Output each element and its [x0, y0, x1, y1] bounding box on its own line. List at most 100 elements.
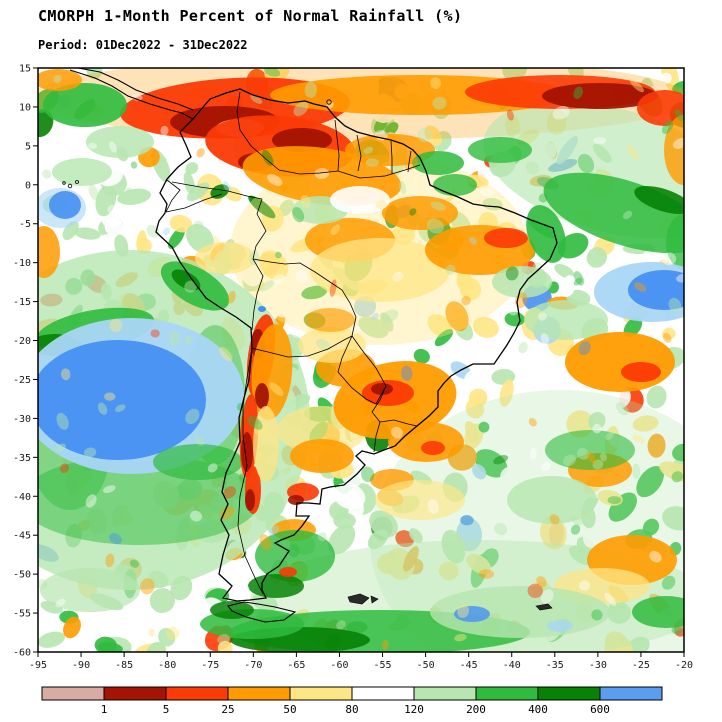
lon-tick-label: -90	[72, 660, 90, 671]
chart-period-label: Period: 01Dec2022 - 31Dec2022	[38, 38, 248, 52]
noise-speck	[413, 348, 430, 364]
rainfall-region	[245, 489, 255, 511]
noise-speck	[479, 187, 495, 197]
noise-speck	[460, 515, 474, 526]
trinidad-island	[326, 99, 332, 105]
rainfall-raster	[38, 68, 684, 652]
noise-speck	[597, 489, 623, 506]
noise-speck	[207, 463, 218, 473]
rainfall-region	[412, 151, 464, 175]
noise-speck	[493, 455, 509, 465]
country-border	[236, 91, 280, 171]
noise-speck	[317, 532, 327, 542]
rainfall-region	[375, 480, 465, 520]
noise-speck	[469, 237, 477, 245]
noise-speck	[466, 553, 491, 575]
noise-speck	[237, 582, 250, 592]
legend-colorbar: 1 5 25 50 80 120 200 400 600	[41, 686, 663, 716]
noise-speck	[591, 609, 603, 621]
noise-speck	[194, 436, 205, 446]
noise-speck	[573, 271, 585, 286]
noise-speck	[185, 408, 200, 425]
noise-speck	[441, 529, 466, 564]
legend-swatch	[351, 686, 415, 701]
lat-tick-label: -10	[13, 258, 31, 269]
noise-speck	[671, 471, 683, 483]
noise-speck	[247, 416, 263, 430]
noise-speck	[219, 346, 233, 362]
legend-boundary-label: 5	[163, 703, 170, 716]
lat-tick-label: -35	[13, 453, 31, 464]
noise-speck	[662, 327, 676, 340]
noise-speck	[217, 634, 230, 645]
noise-speck	[268, 525, 280, 536]
noise-speck	[434, 329, 454, 347]
lon-tick-label: -55	[374, 660, 392, 671]
noise-speck	[461, 295, 471, 306]
legend-swatch	[413, 686, 477, 701]
noise-speck	[459, 278, 482, 301]
lon-tick-label: -20	[675, 660, 693, 671]
noise-speck	[248, 195, 276, 219]
noise-speck	[661, 252, 677, 266]
noise-speck	[502, 68, 527, 82]
noise-speck	[426, 218, 444, 234]
galapagos-island	[75, 180, 79, 184]
noise-speck	[438, 561, 459, 581]
noise-speck	[272, 274, 285, 285]
noise-speck	[278, 199, 294, 217]
noise-speck	[104, 218, 125, 238]
noise-speck	[409, 528, 423, 544]
noise-speck	[333, 512, 356, 529]
noise-speck	[636, 466, 664, 498]
rainfall-region	[345, 134, 435, 166]
noise-speck	[263, 68, 281, 77]
noise-speck	[168, 329, 181, 347]
lat-tick-label: -60	[13, 648, 31, 659]
noise-speck	[538, 193, 548, 203]
noise-speck	[671, 625, 682, 635]
lat-tick-label: -50	[13, 570, 31, 581]
noise-speck	[509, 514, 521, 541]
noise-speck	[608, 599, 626, 617]
noise-speck	[494, 523, 508, 536]
lon-tick-label: -45	[460, 660, 478, 671]
noise-speck	[108, 141, 117, 153]
noise-speck	[259, 534, 272, 551]
rainfall-region	[38, 69, 82, 91]
noise-speck	[300, 194, 311, 208]
noise-speck	[363, 146, 374, 155]
noise-speck	[250, 94, 263, 104]
noise-speck	[634, 282, 647, 292]
noise-speck	[623, 317, 643, 338]
noise-speck	[672, 80, 684, 94]
noise-speck	[573, 86, 583, 99]
noise-speck	[605, 431, 614, 441]
noise-speck	[109, 533, 122, 545]
noise-speck	[605, 631, 629, 652]
legend-swatch	[41, 686, 105, 701]
rainfall-region	[382, 196, 458, 230]
noise-speck	[38, 579, 48, 590]
rainfall-region	[330, 186, 390, 214]
noise-speck	[632, 434, 645, 443]
noise-speck	[304, 81, 317, 98]
noise-speck	[38, 109, 54, 138]
country-border	[373, 421, 381, 453]
noise-speck	[528, 418, 537, 427]
noise-speck	[125, 187, 133, 194]
noise-speck	[632, 463, 641, 480]
rainfall-region	[52, 158, 112, 186]
noise-speck	[646, 385, 667, 409]
rainfall-region	[468, 137, 532, 163]
noise-speck	[275, 251, 282, 259]
noise-speck	[430, 201, 446, 211]
noise-speck	[554, 263, 575, 279]
noise-speck	[169, 214, 193, 233]
noise-speck	[38, 631, 65, 648]
central-america-coast	[69, 69, 194, 120]
lat-tick-label: -15	[13, 297, 31, 308]
rainfall-region	[298, 327, 366, 363]
